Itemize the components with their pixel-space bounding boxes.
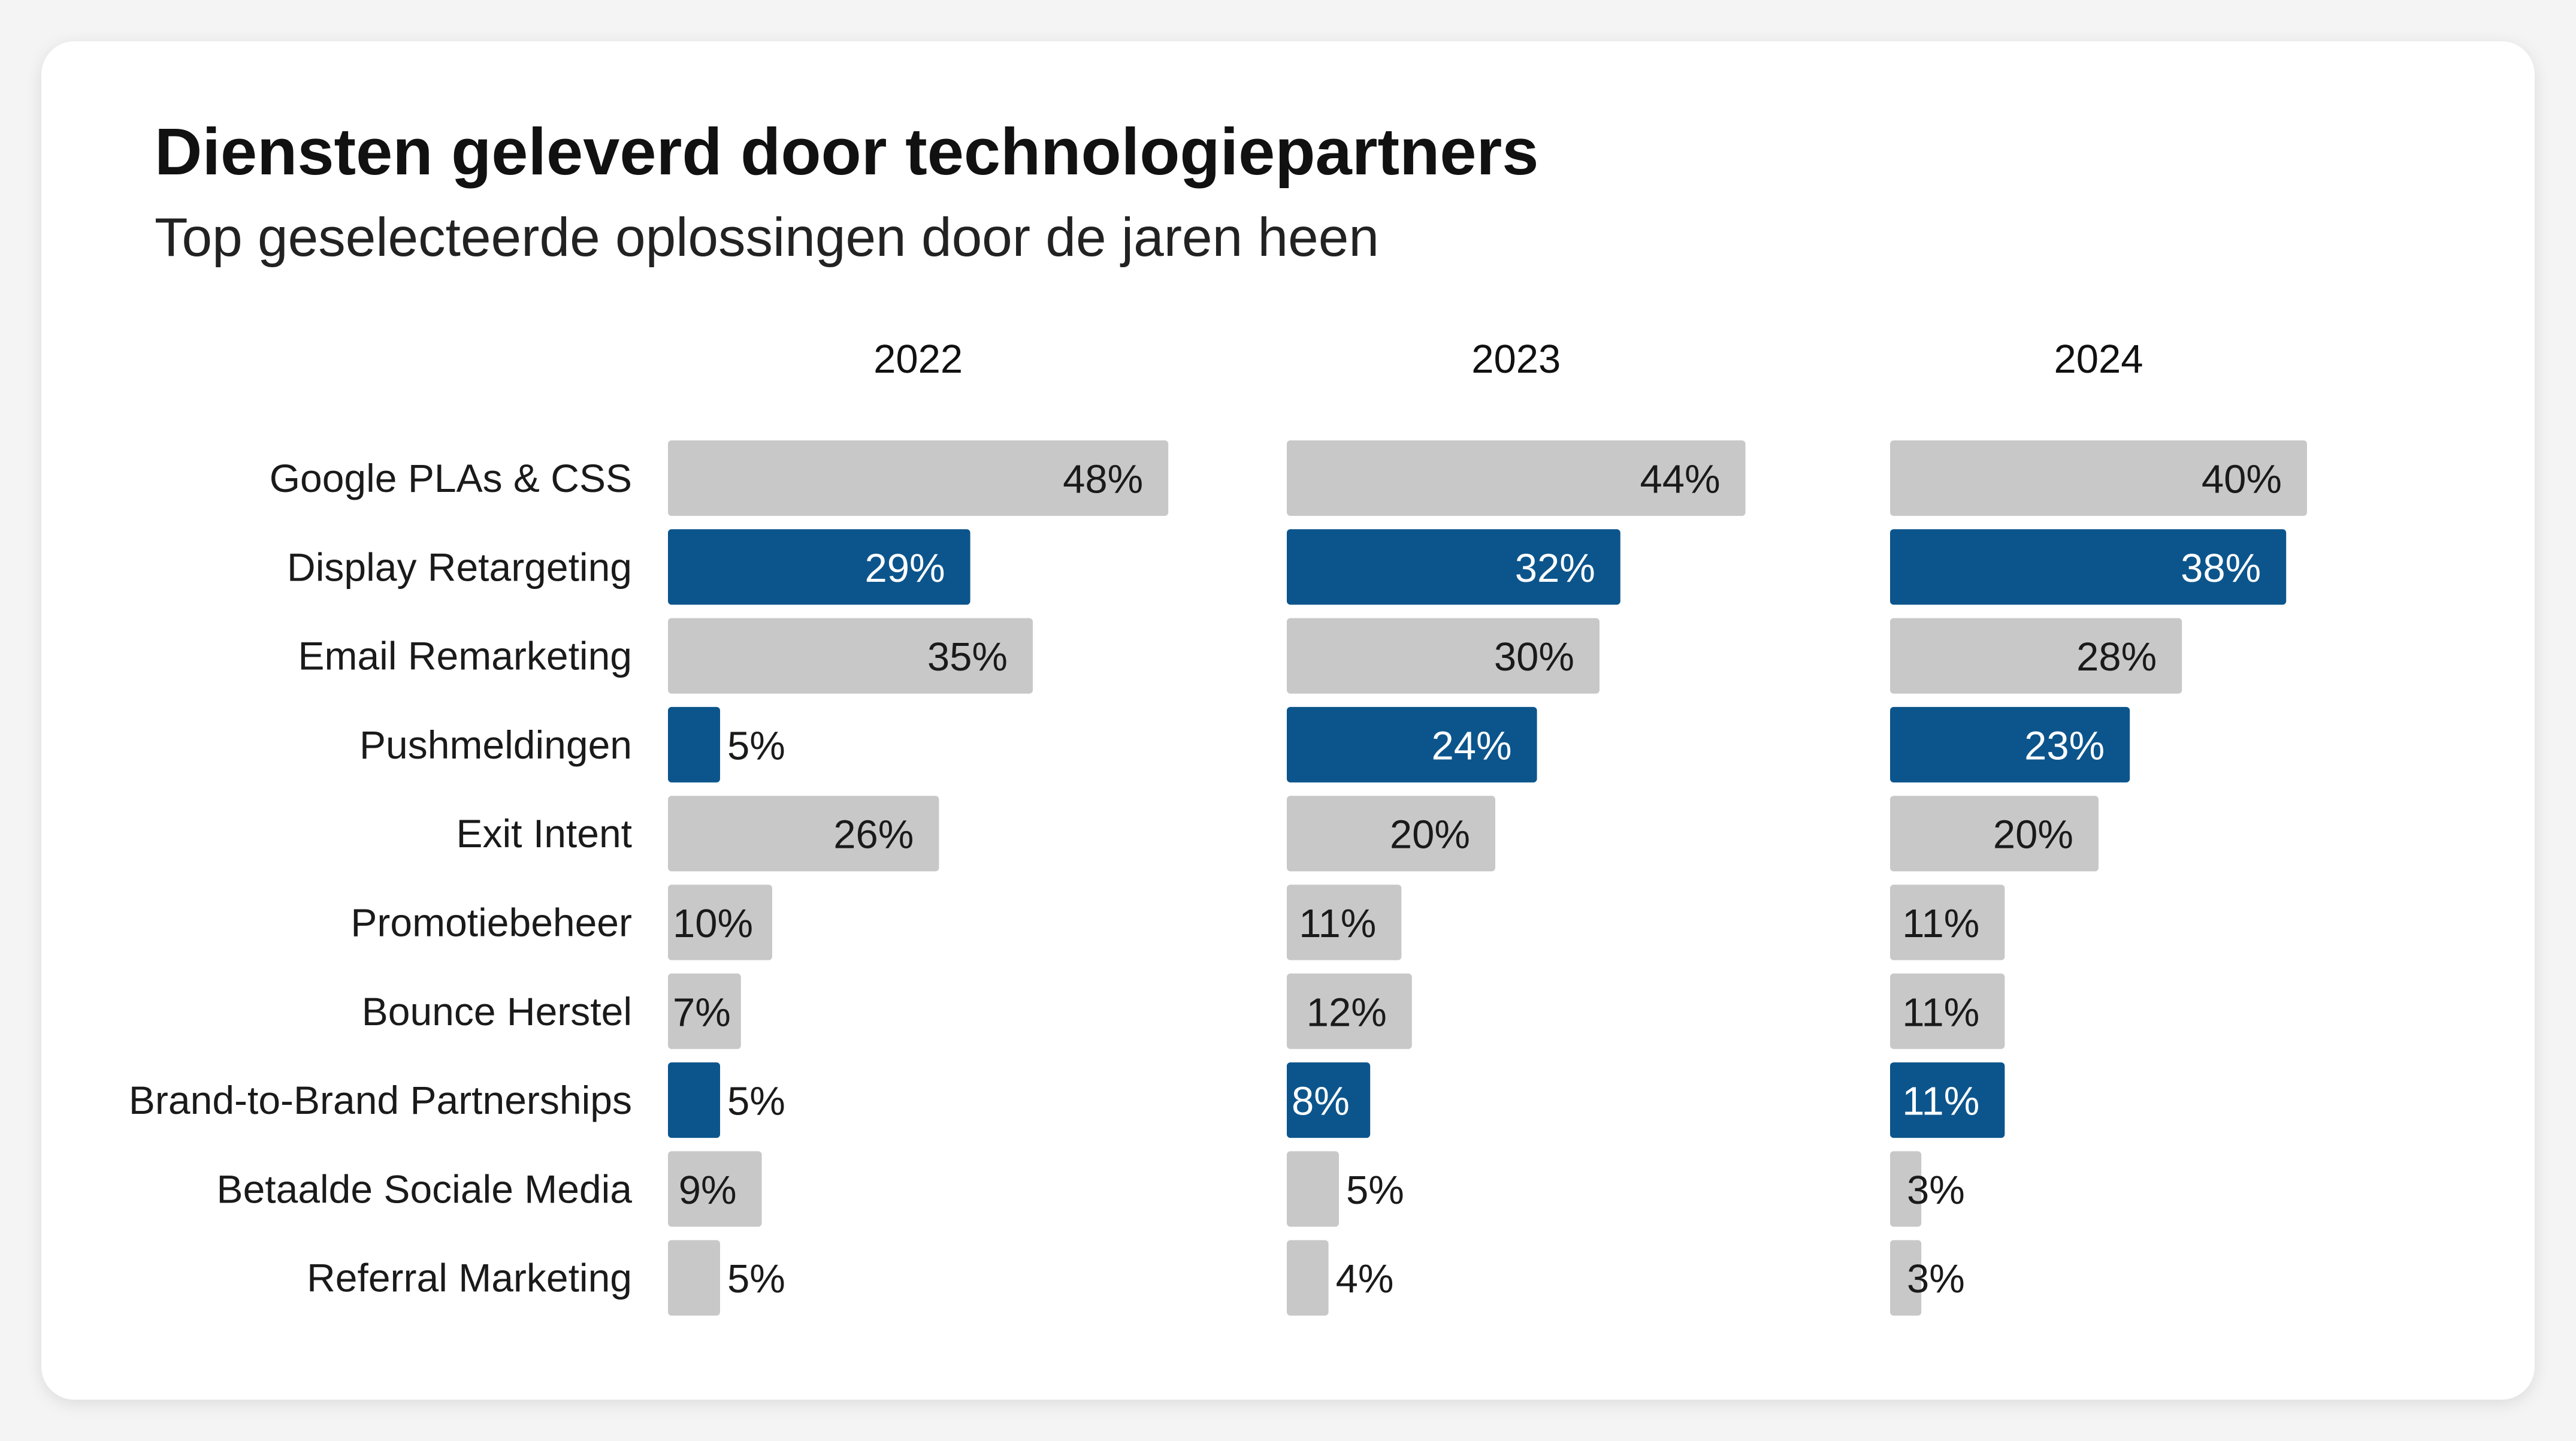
category-label: Email Remarketing — [298, 634, 632, 678]
bar — [1890, 706, 2130, 783]
value-label: 3% — [1907, 1256, 1965, 1301]
bar — [668, 618, 1033, 694]
value-label: 20% — [1390, 812, 1470, 857]
category-label: Referral Marketing — [307, 1256, 632, 1300]
bar — [668, 796, 939, 872]
bar — [668, 1240, 720, 1316]
value-label: 26% — [833, 812, 914, 857]
year-label: 2022 — [873, 337, 963, 382]
chart-title: Diensten geleverd door technologiepartne… — [155, 115, 1539, 189]
bar — [668, 1151, 762, 1227]
value-label: 4% — [1336, 1256, 1394, 1301]
value-label: 10% — [673, 901, 753, 946]
value-label: 48% — [1063, 457, 1143, 502]
value-label: 5% — [727, 1256, 785, 1301]
category-label: Exit Intent — [456, 811, 633, 856]
bar — [1287, 529, 1620, 605]
bar — [1890, 440, 2307, 516]
bar — [668, 973, 741, 1049]
chart-subtitle: Top geselecteerde oplossingen door de ja… — [155, 207, 1379, 268]
value-label: 29% — [864, 546, 945, 591]
bar — [1287, 706, 1537, 783]
value-label: 35% — [927, 635, 1008, 679]
value-label: 44% — [1640, 457, 1720, 502]
bar — [668, 440, 1169, 516]
category-label: Pushmeldingen — [359, 723, 632, 767]
bar — [1287, 1151, 1339, 1227]
bar — [1890, 1240, 1922, 1316]
bar — [668, 1062, 720, 1138]
value-label: 8% — [1292, 1079, 1350, 1124]
value-label: 5% — [727, 723, 785, 768]
bar — [1890, 796, 2099, 872]
value-label: 12% — [1307, 990, 1387, 1035]
category-label: Betaalde Sociale Media — [217, 1167, 633, 1211]
value-label: 11% — [1902, 990, 1979, 1035]
value-label: 11% — [1299, 901, 1376, 946]
value-label: 5% — [1346, 1168, 1404, 1213]
value-label: 3% — [1907, 1168, 1965, 1213]
category-label: Promotiebeheer — [350, 901, 632, 945]
bar — [1890, 884, 2005, 960]
value-label: 32% — [1515, 546, 1595, 591]
bar — [1890, 973, 2005, 1049]
value-label: 11% — [1902, 1079, 1979, 1124]
bar — [1890, 529, 2287, 605]
bar — [1287, 1062, 1371, 1138]
value-label: 7% — [673, 990, 731, 1035]
bar — [1890, 1151, 1922, 1227]
bar — [1890, 1062, 2005, 1138]
bar — [1890, 618, 2182, 694]
value-label: 20% — [1993, 812, 2073, 857]
bar — [668, 529, 970, 605]
category-label: Display Retargeting — [287, 545, 632, 589]
category-label: Brand-to-Brand Partnerships — [129, 1078, 632, 1122]
value-label: 38% — [2181, 546, 2261, 591]
value-label: 5% — [727, 1079, 785, 1124]
value-label: 11% — [1902, 901, 1979, 946]
bar — [668, 884, 772, 960]
category-label: Google PLAs & CSS — [270, 456, 632, 500]
bar — [1287, 618, 1600, 694]
value-label: 30% — [1494, 635, 1574, 679]
bar — [1287, 796, 1495, 872]
value-label: 23% — [2024, 723, 2105, 768]
bar — [1287, 1240, 1329, 1316]
year-label: 2023 — [1471, 337, 1561, 382]
year-label: 2024 — [2054, 337, 2143, 382]
bar — [1287, 973, 1412, 1049]
bar — [1287, 884, 1402, 960]
value-label: 28% — [2076, 635, 2157, 679]
value-label: 24% — [1431, 723, 1511, 768]
category-label: Bounce Herstel — [362, 989, 632, 1034]
value-label: 9% — [679, 1168, 737, 1213]
bar — [1287, 440, 1746, 516]
bar — [668, 706, 720, 783]
value-label: 40% — [2202, 457, 2282, 502]
